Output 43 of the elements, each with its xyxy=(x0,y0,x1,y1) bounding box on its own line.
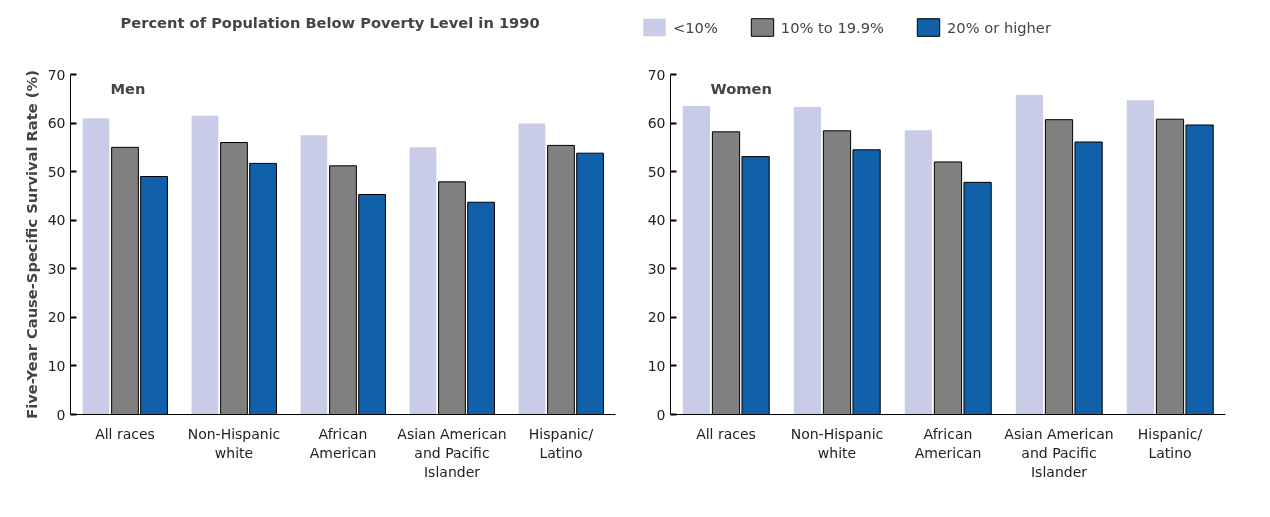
x-tick-label: African American xyxy=(309,425,377,461)
bar xyxy=(1126,100,1155,415)
y-tick-label: 60 xyxy=(47,115,66,132)
bar xyxy=(82,118,110,415)
x-tick-label: All races xyxy=(696,425,756,442)
bar xyxy=(409,147,437,415)
legend-label: 10% to 19.9% xyxy=(780,18,885,36)
y-tick-label: 40 xyxy=(647,212,666,229)
y-tick-label: 10 xyxy=(647,357,666,374)
y-tick-label: 10 xyxy=(47,357,66,374)
y-tick-label: 0 xyxy=(56,406,66,423)
bar xyxy=(793,107,822,415)
x-tick-label: African American xyxy=(914,425,982,461)
x-tick-label: Asian American and Pacific Islander xyxy=(397,425,507,480)
bar xyxy=(682,106,711,415)
legend-label: <10% xyxy=(673,18,718,36)
y-tick-label: 30 xyxy=(47,260,66,277)
x-tick-label: All races xyxy=(95,425,155,442)
x-tick-label: Hispanic/ Latino xyxy=(528,425,594,461)
y-axis-title: Five-Year Cause-Specific Survival Rate (%) xyxy=(22,70,40,419)
bar xyxy=(191,115,219,415)
bar xyxy=(904,130,933,415)
y-tick-label: 20 xyxy=(47,309,66,326)
y-tick-label: 30 xyxy=(647,260,666,277)
x-tick-label: Asian American and Pacific Islander xyxy=(1004,425,1114,480)
bar xyxy=(300,135,328,415)
legend-label: 20% or higher xyxy=(947,18,1051,36)
y-tick-label: 0 xyxy=(656,406,666,423)
y-tick-label: 50 xyxy=(647,163,666,180)
x-tick-label: Hispanic/ Latino xyxy=(1137,425,1203,461)
legend-title: Percent of Population Below Poverty Level in 1990 xyxy=(120,13,540,31)
y-tick-label: 70 xyxy=(47,66,66,83)
y-tick-label: 40 xyxy=(47,212,66,229)
bar xyxy=(518,123,546,415)
y-tick-label: 70 xyxy=(647,66,666,83)
y-tick-label: 50 xyxy=(47,163,66,180)
chart-title: Women xyxy=(710,79,772,97)
x-tick-label: Non-Hispanic white xyxy=(187,425,281,461)
chart-title: Men xyxy=(110,79,146,97)
y-tick-label: 20 xyxy=(647,309,666,326)
bar xyxy=(1015,94,1044,415)
y-tick-label: 60 xyxy=(647,115,666,132)
x-tick-label: Non-Hispanic white xyxy=(790,425,884,461)
